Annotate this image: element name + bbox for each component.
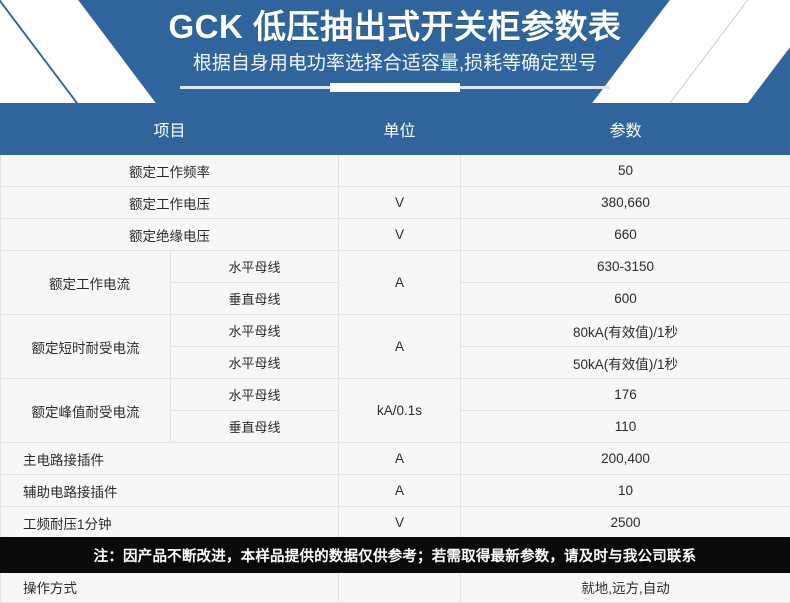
title-divider <box>180 83 610 92</box>
cell-param: 50 <box>461 155 790 187</box>
table-row: 额定工作电压 V 380,660 <box>1 187 790 219</box>
cell-unit: V <box>339 219 461 251</box>
cell-param: 110 <box>461 411 790 443</box>
cell-item-sub: 水平母线 <box>171 379 339 411</box>
cell-item: 辅助电路接插件 <box>1 475 339 507</box>
cell-param: 80kA(有效值)/1秒 <box>461 315 790 347</box>
cell-item-sub: 垂直母线 <box>171 283 339 315</box>
cell-unit: V <box>339 187 461 219</box>
cell-param: 50kA(有效值)/1秒 <box>461 347 790 379</box>
table-row: 工频耐压1分钟 V 2500 <box>1 507 790 539</box>
table-row: 辅助电路接插件 A 10 <box>1 475 790 507</box>
cell-item-group: 额定峰值耐受电流 <box>1 379 171 443</box>
cell-param: 2500 <box>461 507 790 539</box>
cell-param: 660 <box>461 219 790 251</box>
cell-item: 工频耐压1分钟 <box>1 507 339 539</box>
cell-param: 200,400 <box>461 443 790 475</box>
table-header-row: 项目 单位 参数 <box>1 104 790 155</box>
cell-item: 操作方式 <box>1 571 339 603</box>
parameter-table-page: GCK 低压抽出式开关柜参数表 根据自身用电功率选择合适容量,损耗等确定型号 项… <box>0 0 790 573</box>
cell-param: 380,660 <box>461 187 790 219</box>
table-row: 操作方式 就地,远方,自动 <box>1 571 790 603</box>
page-title: GCK 低压抽出式开关柜参数表 <box>169 4 622 50</box>
cell-item-sub: 垂直母线 <box>171 411 339 443</box>
cell-unit: A <box>339 251 461 315</box>
cell-unit: A <box>339 443 461 475</box>
table-row: 额定峰值耐受电流 水平母线 kA/0.1s 176 <box>1 379 790 411</box>
column-header-param: 参数 <box>461 104 790 155</box>
cell-unit: A <box>339 475 461 507</box>
divider-thick-segment <box>330 83 460 92</box>
column-header-item: 项目 <box>1 104 339 155</box>
cell-item-sub: 水平母线 <box>171 347 339 379</box>
cell-item-group: 额定短时耐受电流 <box>1 315 171 379</box>
cell-param: 10 <box>461 475 790 507</box>
footer-note-bar: 注：因产品不断改进，本样品提供的数据仅供参考；若需取得最新参数，请及时与我公司联… <box>0 537 790 573</box>
table-row: 额定短时耐受电流 水平母线 A 80kA(有效值)/1秒 <box>1 315 790 347</box>
cell-unit: kA/0.1s <box>339 379 461 443</box>
cell-param: 就地,远方,自动 <box>461 571 790 603</box>
cell-unit <box>339 155 461 187</box>
table-row: 额定工作电流 水平母线 A 630-3150 <box>1 251 790 283</box>
footer-note-text: 注：因产品不断改进，本样品提供的数据仅供参考；若需取得最新参数，请及时与我公司联… <box>94 545 697 566</box>
cell-item-group: 额定工作电流 <box>1 251 171 315</box>
header-content: GCK 低压抽出式开关柜参数表 根据自身用电功率选择合适容量,损耗等确定型号 <box>0 0 790 103</box>
page-subtitle: 根据自身用电功率选择合适容量,损耗等确定型号 <box>193 50 597 78</box>
cell-item-sub: 水平母线 <box>171 251 339 283</box>
table-row: 额定工作频率 50 <box>1 155 790 187</box>
cell-param: 630-3150 <box>461 251 790 283</box>
header-banner: GCK 低压抽出式开关柜参数表 根据自身用电功率选择合适容量,损耗等确定型号 <box>0 0 790 103</box>
column-header-unit: 单位 <box>339 104 461 155</box>
cell-item: 额定工作频率 <box>1 155 339 187</box>
cell-unit: V <box>339 507 461 539</box>
cell-param: 176 <box>461 379 790 411</box>
cell-unit <box>339 571 461 603</box>
cell-param: 600 <box>461 283 790 315</box>
table-row: 主电路接插件 A 200,400 <box>1 443 790 475</box>
table-row: 额定绝缘电压 V 660 <box>1 219 790 251</box>
cell-item: 额定绝缘电压 <box>1 219 339 251</box>
cell-item: 主电路接插件 <box>1 443 339 475</box>
parameters-table: 项目 单位 参数 额定工作频率 50 额定工作电压 V 380,660 额定绝缘… <box>0 103 790 603</box>
cell-unit: A <box>339 315 461 379</box>
cell-item-sub: 水平母线 <box>171 315 339 347</box>
cell-item: 额定工作电压 <box>1 187 339 219</box>
